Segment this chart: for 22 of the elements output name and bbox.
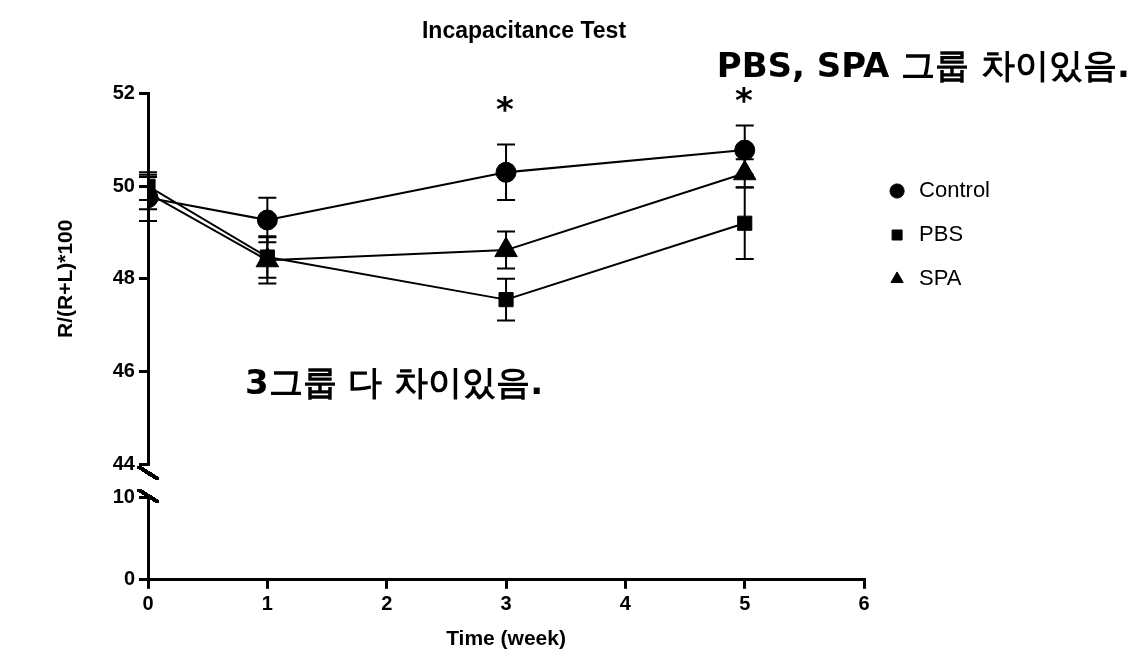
x-tick-label: 6 bbox=[858, 592, 870, 615]
x-tick-label: 5 bbox=[739, 592, 751, 615]
x-tick-label: 2 bbox=[381, 592, 393, 615]
legend-label: Control bbox=[919, 177, 990, 203]
x-axis-title: Time (week) bbox=[446, 626, 566, 650]
x-tick-label: 3 bbox=[500, 592, 512, 615]
y-tick-label: 10 bbox=[112, 484, 135, 507]
annotation: 3그룹 다 차이있음. bbox=[245, 361, 544, 402]
y-tick-label: 50 bbox=[112, 173, 135, 196]
y-tick-label: 48 bbox=[112, 266, 135, 289]
x-tick-label: 0 bbox=[142, 592, 154, 615]
x-tick-label: 1 bbox=[261, 592, 273, 615]
y-tick-label: 44 bbox=[112, 451, 136, 474]
y-tick-label: 0 bbox=[123, 567, 135, 590]
y-tick-label: 52 bbox=[112, 81, 135, 104]
annotation: * bbox=[496, 88, 515, 129]
x-tick-label: 4 bbox=[619, 592, 632, 615]
chart-title: Incapacitance Test bbox=[421, 17, 627, 44]
legend-label: SPA bbox=[919, 265, 962, 291]
y-axis-title: R/(R+L)*100 bbox=[53, 219, 77, 339]
y-tick-label: 46 bbox=[112, 358, 135, 381]
legend-label: PBS bbox=[919, 221, 964, 247]
